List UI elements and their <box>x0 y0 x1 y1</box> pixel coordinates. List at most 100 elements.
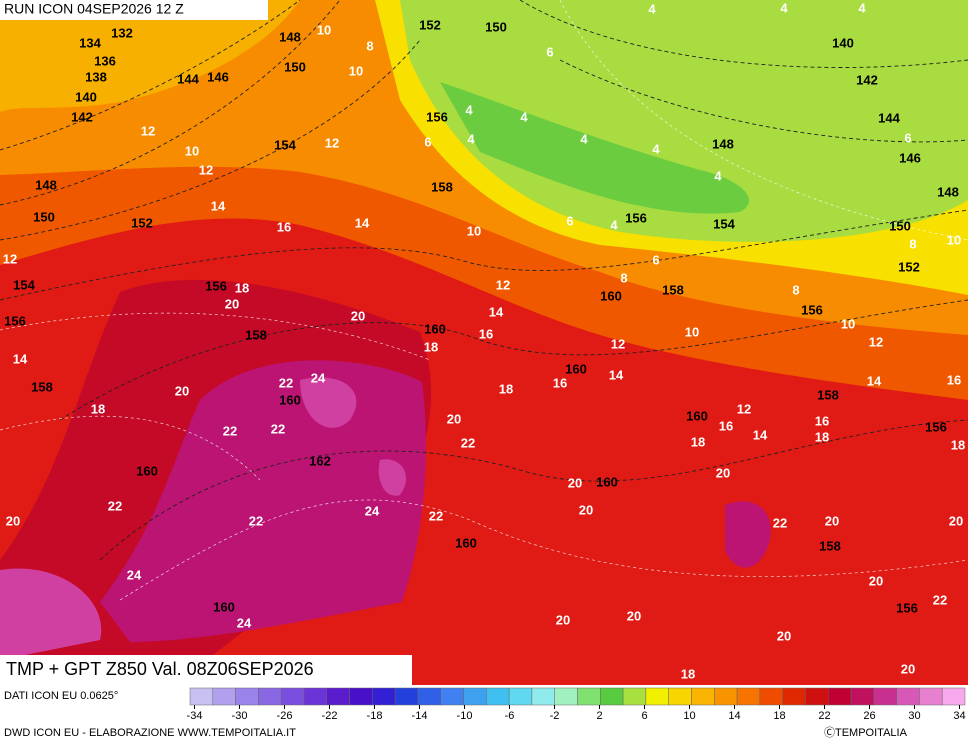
gpt-contour-label: 154 <box>13 277 35 292</box>
gpt-contour-label: 156 <box>205 278 227 293</box>
gpt-contour-label: 132 <box>111 25 133 40</box>
temp-contour-label: 4 <box>714 168 722 183</box>
colorbar-tick-label: -26 <box>277 710 293 722</box>
colorbar-swatch <box>189 687 214 706</box>
gpt-contour-label: 146 <box>207 69 229 84</box>
temp-contour-label: 6 <box>904 130 911 145</box>
temp-contour-label: 20 <box>627 608 641 623</box>
colorbar-tick-label: 30 <box>908 710 920 722</box>
colorbar-swatch <box>600 687 624 706</box>
temp-contour-label: 16 <box>553 375 567 390</box>
gpt-contour-label: 152 <box>898 259 920 274</box>
temp-contour-label: 10 <box>317 22 331 37</box>
gpt-contour-label: 160 <box>424 321 446 336</box>
temp-contour-label: 16 <box>947 372 961 387</box>
gpt-contour-label: 156 <box>801 302 823 317</box>
gpt-contour-label: 134 <box>79 35 101 50</box>
temp-contour-label: 10 <box>467 223 481 238</box>
temp-contour-label: 6 <box>424 134 431 149</box>
colorbar-swatch <box>645 687 669 706</box>
temp-contour-label: 4 <box>467 131 475 146</box>
colorbar-swatch <box>463 687 487 706</box>
colorbar-tick-label: 18 <box>773 710 785 722</box>
colorbar-swatch <box>782 687 806 706</box>
colorbar-swatch <box>577 687 601 706</box>
temp-contour-label: 12 <box>496 277 510 292</box>
temp-contour-label: 14 <box>753 427 768 442</box>
colorbar-tick-label: -14 <box>412 710 428 722</box>
temp-contour-label: 10 <box>947 232 961 247</box>
temp-contour-label: 14 <box>13 351 28 366</box>
colorbar-swatch <box>258 687 282 706</box>
colorbar-tick-label: 14 <box>728 710 740 722</box>
gpt-contour-label: 156 <box>625 210 647 225</box>
colorbar-swatch <box>896 687 920 706</box>
temp-contour-label: 20 <box>447 411 461 426</box>
gpt-contour-label: 158 <box>245 327 267 342</box>
temp-contour-label: 20 <box>568 475 582 490</box>
colorbar-tick-label: 2 <box>596 710 602 722</box>
colorbar-swatch <box>827 687 852 706</box>
source-label: DATI ICON EU 0.0625° <box>4 690 118 702</box>
temp-contour-label: 14 <box>355 215 370 230</box>
gpt-contour-label: 156 <box>4 313 26 328</box>
temp-contour-label: 18 <box>815 429 829 444</box>
gpt-contour-label: 160 <box>686 408 708 423</box>
gpt-contour-label: 148 <box>937 184 959 199</box>
temp-contour-label: 8 <box>620 270 627 285</box>
gpt-contour-label: 142 <box>856 72 878 87</box>
temp-contour-label: 4 <box>648 1 656 16</box>
gpt-contour-label: 144 <box>878 110 900 125</box>
temp-contour-label: 6 <box>566 213 573 228</box>
temp-contour-label: 16 <box>277 219 291 234</box>
temp-contour-label: 16 <box>719 418 733 433</box>
gpt-contour-label: 160 <box>596 474 618 489</box>
gpt-contour-label: 148 <box>35 177 57 192</box>
temp-contour-label: 10 <box>185 143 199 158</box>
temp-contour-label: 10 <box>841 316 855 331</box>
colorbar-tick-label: -6 <box>505 710 515 722</box>
temp-contour-label: 22 <box>461 435 475 450</box>
temp-contour-label: 10 <box>349 63 363 78</box>
temp-contour-label: 12 <box>141 123 155 138</box>
gpt-contour-label: 156 <box>426 109 448 124</box>
colorbar-swatch <box>668 687 692 706</box>
temp-contour-label: 24 <box>311 370 326 385</box>
colorbar-tick-label: 6 <box>641 710 647 722</box>
gpt-contour-label: 160 <box>279 392 301 407</box>
colorbar-swatch <box>349 687 373 706</box>
gpt-contour-label: 158 <box>819 538 841 553</box>
gpt-contour-label: 140 <box>75 89 97 104</box>
colorbar-swatch <box>850 687 875 706</box>
colorbar-swatch <box>326 687 350 706</box>
temp-contour-label: 20 <box>949 513 963 528</box>
colorbar-tick-label: -34 <box>187 710 203 722</box>
temp-contour-label: 20 <box>825 513 839 528</box>
gpt-contour-label: 158 <box>662 282 684 297</box>
gpt-contour-label: 140 <box>832 35 854 50</box>
temp-contour-label: 8 <box>366 38 373 53</box>
temp-contour-label: 12 <box>325 135 339 150</box>
temp-contour-label: 18 <box>691 434 705 449</box>
temp-contour-label: 18 <box>424 339 438 354</box>
gpt-contour-label: 158 <box>431 179 453 194</box>
temp-contour-label: 4 <box>610 217 618 232</box>
temp-contour-label: 24 <box>365 503 380 518</box>
gpt-contour-label: 156 <box>925 419 947 434</box>
colorbar-swatch <box>235 687 259 706</box>
gpt-contour-label: 150 <box>889 218 911 233</box>
colorbar-swatch <box>394 687 419 706</box>
temp-contour-label: 20 <box>351 308 365 323</box>
colorbar-tick-label: -30 <box>232 710 248 722</box>
temp-contour-label: 20 <box>579 502 593 517</box>
gpt-contour-label: 160 <box>565 361 587 376</box>
gpt-contour-label: 150 <box>284 59 306 74</box>
colorbar-swatch <box>919 687 943 706</box>
temp-contour-label: 18 <box>499 381 513 396</box>
colorbar-tick-label: -18 <box>367 710 383 722</box>
gpt-contour-label: 158 <box>817 387 839 402</box>
temp-contour-label: 16 <box>815 413 829 428</box>
temp-contour-label: 4 <box>580 131 588 146</box>
